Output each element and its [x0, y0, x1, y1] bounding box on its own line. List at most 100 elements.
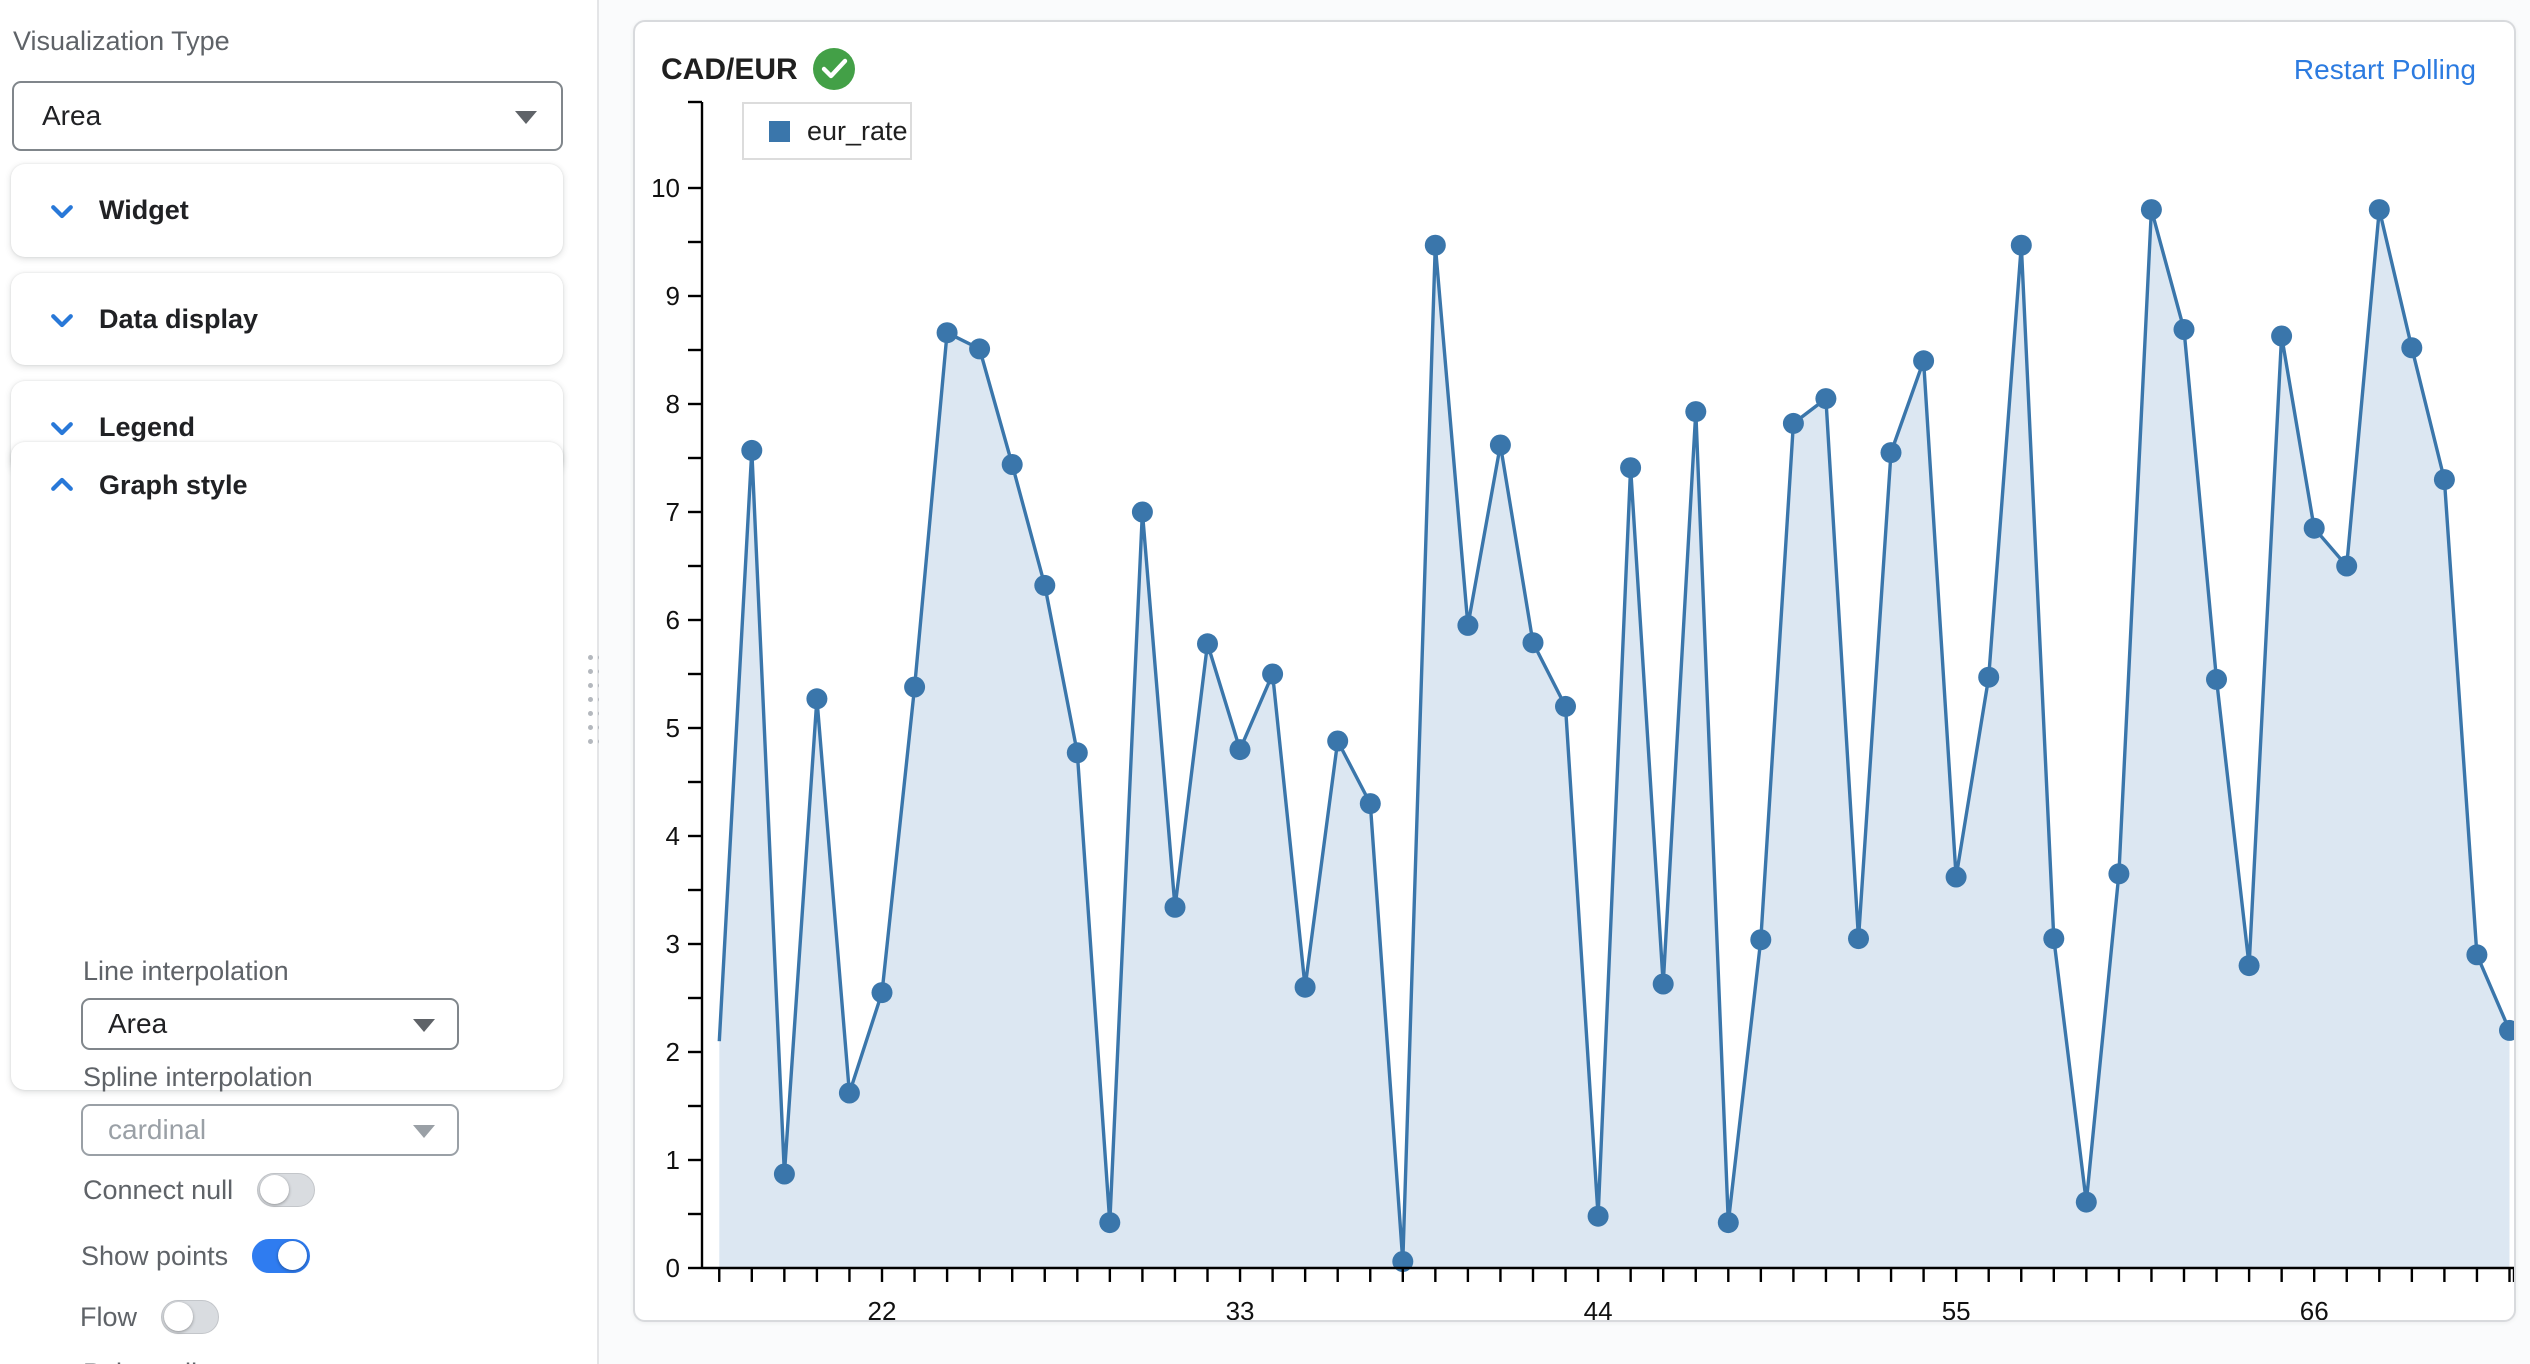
axes — [688, 100, 2514, 1282]
data-point[interactable] — [1717, 1212, 1739, 1234]
data-point[interactable] — [2108, 863, 2130, 885]
data-point[interactable] — [1392, 1251, 1414, 1272]
data-point[interactable] — [806, 688, 828, 710]
settings-sidebar: Visualization Type Area Widget Data disp… — [0, 0, 597, 1364]
data-point[interactable] — [904, 676, 926, 698]
data-point[interactable] — [1848, 928, 1869, 950]
data-point[interactable] — [1489, 434, 1511, 456]
y-tick-label: 0 — [666, 1253, 680, 1283]
data-point[interactable] — [1457, 614, 1479, 636]
area-fill — [719, 209, 2510, 1269]
data-point[interactable] — [1750, 929, 1772, 951]
data-point[interactable] — [2238, 955, 2260, 977]
data-point[interactable] — [2433, 469, 2455, 491]
data-point[interactable] — [1164, 896, 1186, 918]
data-point[interactable] — [2499, 1019, 2514, 1041]
data-point[interactable] — [1229, 739, 1251, 761]
restart-polling-link[interactable]: Restart Polling — [2293, 54, 2476, 85]
data-point[interactable] — [1262, 663, 1284, 685]
section-header-data-display[interactable]: Data display — [11, 273, 563, 366]
show-points-toggle[interactable] — [252, 1239, 311, 1273]
data-point[interactable] — [1880, 442, 1902, 464]
y-tick-label: 10 — [651, 173, 680, 203]
series-line — [717, 207, 2512, 1264]
data-point[interactable] — [1913, 350, 1935, 372]
data-point[interactable] — [2010, 234, 2032, 256]
data-point[interactable] — [1555, 695, 1576, 717]
y-tick-label: 1 — [666, 1145, 680, 1175]
section-header-graph-style[interactable]: Graph style — [11, 442, 563, 528]
data-point[interactable] — [1034, 574, 1056, 596]
x-axis-labels: 22 33 44 55 66 — [868, 1296, 2329, 1320]
chevron-down-icon — [515, 111, 537, 124]
flow-toggle[interactable] — [161, 1300, 220, 1334]
data-point[interactable] — [2271, 325, 2293, 347]
data-point[interactable] — [2401, 337, 2423, 359]
data-point[interactable] — [1522, 632, 1544, 654]
chevron-down-icon — [413, 1019, 435, 1032]
data-point[interactable] — [773, 1163, 795, 1185]
y-tick-label: 8 — [666, 389, 680, 419]
chart-area: CAD/EUR Restart Polling 0 1 2 3 4 5 6 7 8 9 10 22 33… — [599, 0, 2530, 1364]
data-point[interactable] — [969, 338, 991, 360]
data-point[interactable] — [2303, 517, 2325, 539]
connect-null-toggle[interactable] — [257, 1173, 316, 1207]
data-point[interactable] — [2206, 668, 2227, 690]
data-point[interactable] — [1782, 412, 1804, 434]
data-point[interactable] — [2075, 1191, 2097, 1213]
data-point[interactable] — [2043, 928, 2065, 950]
x-tick-label: 44 — [1584, 1296, 1613, 1320]
data-point[interactable] — [1424, 234, 1446, 256]
data-point[interactable] — [2173, 319, 2195, 340]
data-point[interactable] — [1131, 501, 1153, 523]
y-axis-labels: 0 1 2 3 4 5 6 7 8 9 10 — [651, 173, 680, 1283]
data-point[interactable] — [2140, 199, 2162, 221]
chevron-up-icon — [51, 477, 73, 491]
x-tick-label: 55 — [1942, 1296, 1971, 1320]
data-point[interactable] — [1197, 633, 1218, 655]
x-tick-label: 33 — [1226, 1296, 1255, 1320]
section-title: Data display — [99, 304, 259, 334]
data-point[interactable] — [1978, 666, 2000, 688]
chevron-down-icon — [51, 204, 73, 218]
data-point[interactable] — [1945, 866, 1967, 888]
toggle-knob — [164, 1302, 194, 1331]
data-point[interactable] — [1359, 793, 1381, 815]
data-point[interactable] — [1685, 401, 1707, 423]
section-widget: Widget — [11, 164, 563, 257]
data-point[interactable] — [1815, 388, 1837, 410]
y-tick-label: 3 — [666, 929, 680, 959]
chart-legend: eur_rate — [742, 102, 912, 160]
chevron-down-icon — [413, 1125, 435, 1138]
data-point[interactable] — [2336, 555, 2358, 577]
line-interpolation-select[interactable]: Area — [81, 998, 459, 1050]
section-header-widget[interactable]: Widget — [11, 164, 563, 257]
flow-label: Flow — [80, 1301, 138, 1332]
data-point[interactable] — [1294, 976, 1316, 998]
spline-interpolation-label: Spline interpolation — [83, 1062, 313, 1092]
data-point[interactable] — [1001, 454, 1023, 475]
visualization-type-select[interactable]: Area — [12, 81, 563, 151]
data-point[interactable] — [1066, 742, 1088, 764]
data-point[interactable] — [2368, 199, 2390, 221]
data-point[interactable] — [1099, 1212, 1121, 1234]
x-tick-label: 66 — [2300, 1296, 2329, 1320]
data-point[interactable] — [741, 439, 763, 461]
data-point[interactable] — [1652, 973, 1674, 995]
data-point[interactable] — [871, 982, 893, 1004]
visualization-type-label: Visualization Type — [13, 26, 230, 56]
data-point[interactable] — [1620, 457, 1642, 479]
spline-interpolation-select[interactable]: cardinal — [81, 1104, 459, 1156]
chart-card: CAD/EUR Restart Polling 0 1 2 3 4 5 6 7 8 9 10 22 33… — [633, 20, 2516, 1322]
point-radius-label: Point radius — [83, 1358, 226, 1364]
data-point[interactable] — [936, 322, 958, 344]
section-header-legend[interactable]: Legend — [11, 381, 563, 474]
toggle-knob — [260, 1175, 290, 1204]
data-point[interactable] — [2466, 944, 2488, 966]
section-title: Graph style — [99, 469, 248, 500]
y-tick-label: 7 — [666, 497, 680, 527]
data-point[interactable] — [838, 1082, 860, 1104]
data-point[interactable] — [1327, 730, 1349, 752]
data-point[interactable] — [1587, 1205, 1609, 1227]
